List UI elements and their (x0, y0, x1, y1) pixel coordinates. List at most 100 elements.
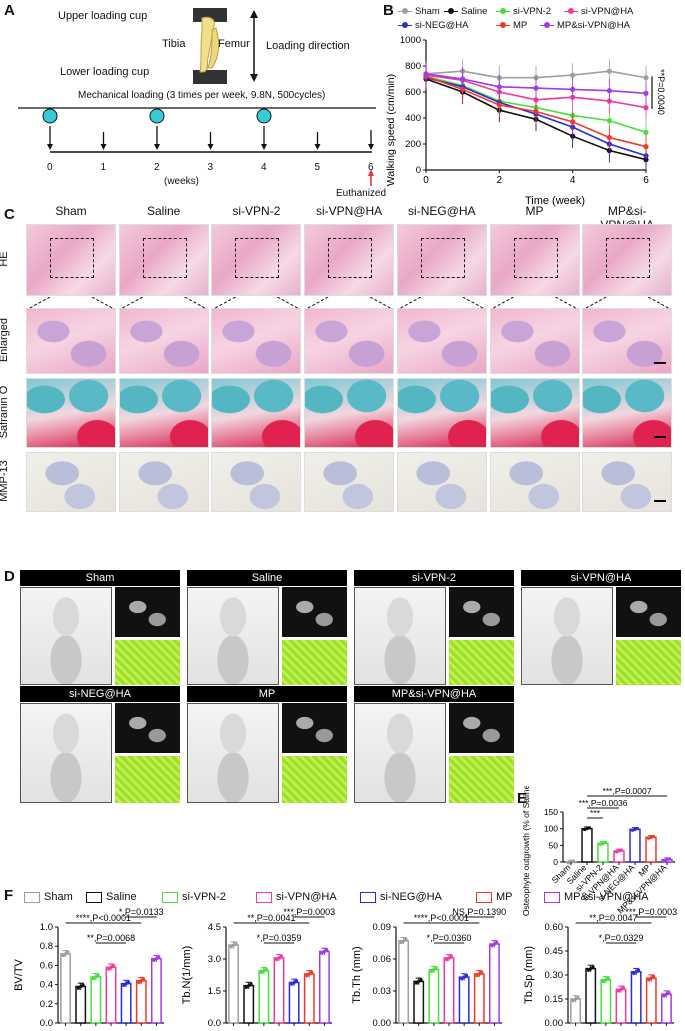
chart-b-ytick-label: 1000 (400, 35, 421, 46)
bar-dot (621, 986, 625, 990)
chart-b-point (606, 118, 612, 124)
chart-b-ytick-label: 600 (405, 87, 421, 98)
microct-label: Saline (187, 570, 347, 586)
panel-c-column-title: si-VPN@HA (316, 204, 383, 218)
timeline-arrowhead (207, 144, 214, 150)
bar-dot (234, 941, 238, 946)
bar (600, 979, 612, 1024)
legend-f-label: Saline (106, 891, 137, 903)
zoom-connector (184, 297, 207, 310)
histology-image (211, 452, 302, 512)
bar-dot (589, 967, 593, 971)
loading-direction-label: Loading direction (266, 40, 350, 52)
bar-dot (157, 955, 161, 959)
timeline-tick-label: 2 (154, 162, 160, 173)
bar-dot (464, 973, 469, 978)
bar-dot (277, 956, 281, 960)
bar-dot (619, 987, 623, 991)
legend-b-item: si-NEG@HA (398, 20, 468, 31)
legend-f-label: si-NEG@HA (380, 891, 442, 903)
bar-dot (652, 974, 656, 979)
histology-image (26, 452, 116, 512)
weeks-label: (weeks) (164, 176, 200, 187)
panel-label-d: D (4, 568, 15, 585)
zoom-connector (398, 297, 422, 310)
chart-b-xtick-label: 0 (423, 175, 429, 186)
legend-b-item: si-VPN-2 (496, 6, 551, 17)
bar-dot (229, 945, 233, 949)
bar-dot (587, 826, 592, 830)
microct-trabecular-image (449, 640, 514, 685)
bar-dot (477, 972, 481, 976)
tibia-label: Tibia (162, 38, 186, 50)
bar-dot (490, 944, 494, 948)
bar-ytick-label: 0.8 (40, 941, 53, 952)
chart-b-point (643, 105, 649, 111)
zoom-box (420, 238, 465, 278)
microct-3d-image (354, 703, 446, 803)
legend-f-item: si-NEG@HA (360, 891, 442, 903)
bar-dot (66, 950, 70, 954)
microct-section-image (115, 587, 180, 637)
chart-b-point (496, 84, 502, 90)
timeline-arrowhead (368, 144, 374, 150)
histology-image (396, 378, 487, 448)
panel-label-e: E (517, 790, 528, 807)
legend-b-marker (500, 7, 506, 14)
sig-label: **,P=0.0041 (247, 913, 295, 923)
bar-dot (154, 957, 159, 961)
legend-b-label: si-VPN@HA (581, 6, 634, 17)
bar-dot (601, 841, 605, 845)
sig-label: **,P=0.0068 (87, 933, 135, 943)
bar (120, 982, 132, 1024)
bar-dot (91, 977, 96, 981)
bar-dot (94, 975, 98, 979)
sig-label: ***,P=0.0007 (603, 786, 652, 796)
panel-c-row-label: Enlarged (0, 317, 10, 363)
bar-dot (259, 970, 264, 975)
microct-3d-image (354, 587, 446, 685)
protocol-label: Mechanical loading (3 times per week, 9.… (78, 90, 326, 101)
bar-dot (61, 953, 65, 958)
bar-dot (566, 861, 571, 865)
chart-b-point (643, 129, 649, 135)
bar (443, 957, 455, 1024)
panel-c-row-label: HE (0, 251, 10, 267)
bar-dot (432, 968, 436, 972)
bar-dot (649, 976, 653, 980)
sig-label: ****,P<0.0001 (414, 913, 469, 923)
legend-f-item: Sham (24, 891, 73, 903)
leg-illustration (193, 8, 258, 84)
bar-dot (126, 980, 131, 984)
bone-parameters-charts: 0.0 0.2 0.4 0.6 0.8 1.0 BV/TV ****,P<0.0001 **,P… (13, 907, 677, 1029)
walking-speed-chart: Walking speed (cm/min) Time (week) 0 200 4… (385, 35, 666, 207)
zoom-connector (555, 297, 578, 310)
sig-label: *,P=0.0359 (257, 933, 302, 943)
histology-image (26, 224, 116, 296)
chart-b-xlabel: Time (week) (525, 195, 585, 207)
bar (629, 828, 641, 863)
bar-dot (124, 982, 128, 986)
legend-f-label: si-VPN@HA (276, 891, 337, 903)
bar (597, 842, 609, 863)
euthanized-label: Euthanized (336, 188, 387, 199)
timeline (18, 107, 376, 186)
bar (488, 943, 500, 1024)
bar-dot (573, 997, 578, 1001)
bar (258, 969, 270, 1024)
bar-dot (619, 848, 624, 852)
bar (90, 976, 102, 1024)
bar-dot (109, 965, 113, 969)
panel-label-b: B (383, 2, 394, 19)
bar-ylabel: Osteophyte outgrowth (% of Saline group) (521, 786, 531, 916)
bar-dot (414, 981, 418, 985)
zoom-connector (120, 297, 143, 310)
bar (413, 980, 425, 1024)
bar (615, 988, 627, 1024)
histology-image (211, 378, 302, 448)
histology-image (26, 308, 116, 374)
chart-b-point (460, 76, 466, 82)
bar-dot (601, 979, 606, 984)
legend-b-item: si-VPN@HA (564, 6, 633, 17)
legend-b-item: MP&si-VPN@HA (540, 20, 630, 31)
